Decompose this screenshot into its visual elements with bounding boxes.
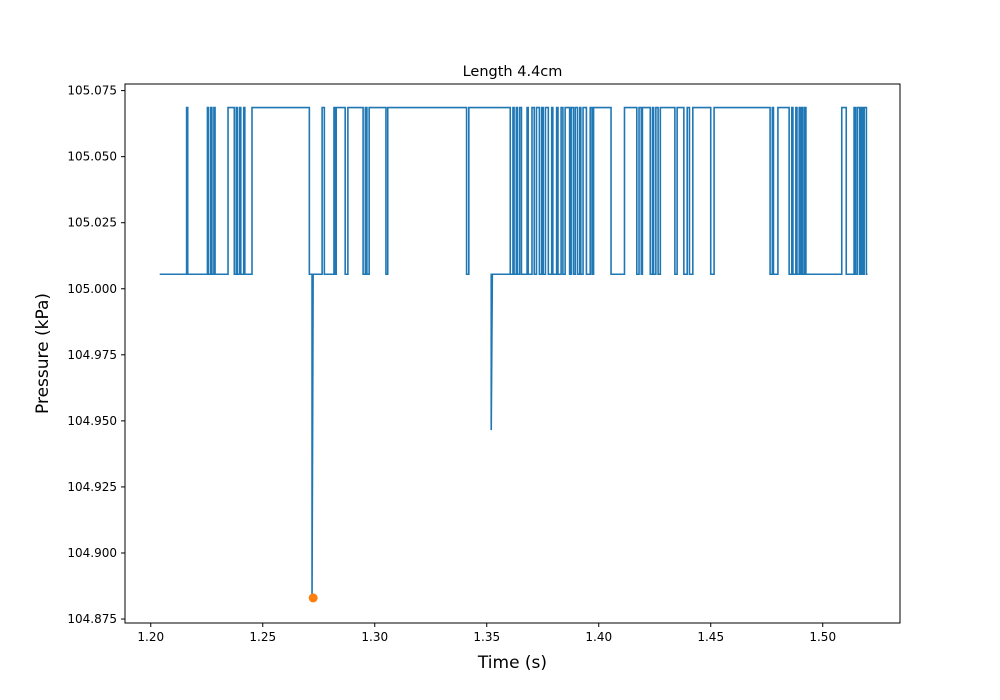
x-tick-label: 1.45 <box>697 630 724 644</box>
y-tick-label: 104.925 <box>67 480 117 494</box>
y-axis-title: Pressure (kPa) <box>33 293 53 414</box>
minimum-point-marker <box>308 593 318 603</box>
x-tick-label: 1.25 <box>249 630 276 644</box>
y-tick-label: 104.975 <box>67 348 117 362</box>
x-tick-label: 1.30 <box>361 630 388 644</box>
axes-frame <box>124 83 901 624</box>
y-tick-label: 105.000 <box>67 282 117 296</box>
y-tick-label: 105.050 <box>67 150 117 164</box>
chart-title: Length 4.4cm <box>463 64 563 80</box>
plot-area <box>159 106 868 603</box>
y-tick-label: 105.075 <box>67 84 117 98</box>
x-tick-label: 1.35 <box>473 630 500 644</box>
x-axis-title: Time (s) <box>477 653 547 673</box>
y-tick-label: 105.025 <box>67 216 117 230</box>
x-tick-label: 1.20 <box>137 630 164 644</box>
y-tick-label: 104.900 <box>67 546 117 560</box>
y-tick-label: 104.950 <box>67 414 117 428</box>
y-tick-label: 104.875 <box>67 612 117 626</box>
series-line <box>159 106 868 598</box>
x-tick-label: 1.40 <box>585 630 612 644</box>
axis-ticks: 1.20 1.25 1.30 1.35 1.40 1.45 1.50 104.875 104.9… <box>67 84 836 644</box>
x-tick-label: 1.50 <box>809 630 836 644</box>
